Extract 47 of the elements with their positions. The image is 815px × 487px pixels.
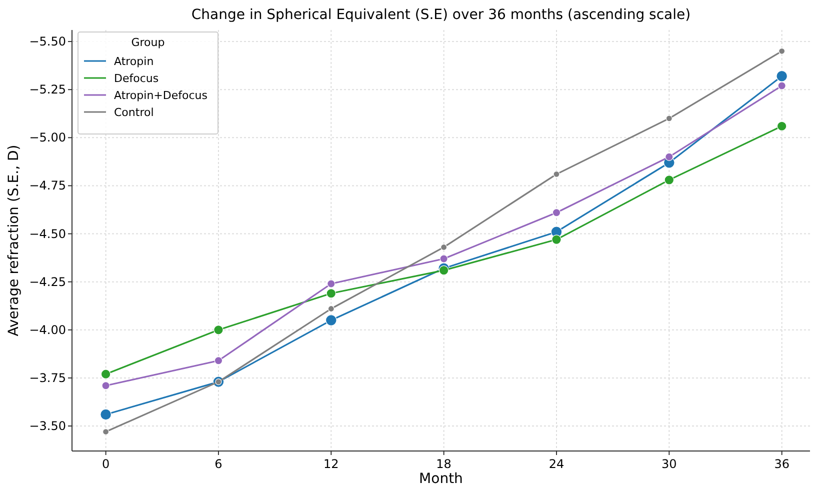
point <box>214 324 224 335</box>
x-tick-label: 24 <box>548 457 564 471</box>
point <box>776 121 787 132</box>
point <box>102 428 110 436</box>
y-tick-label: −4.50 <box>29 226 66 241</box>
x-tick-label: 30 <box>662 457 677 471</box>
legend-label: Defocus <box>114 72 159 85</box>
point <box>553 170 560 178</box>
point <box>438 265 449 276</box>
point <box>325 314 337 326</box>
y-axis-title: Average refraction (S.E., D) <box>6 144 22 336</box>
point <box>440 244 448 251</box>
point <box>664 175 674 185</box>
point <box>327 280 336 288</box>
point <box>100 408 112 420</box>
point <box>778 48 786 54</box>
y-tick-label: −4.25 <box>29 274 66 289</box>
legend-label: Control <box>114 106 154 119</box>
legend-label: Atropin+Defocus <box>114 89 208 102</box>
y-tick-label: −3.75 <box>29 370 66 385</box>
x-tick-label: 12 <box>324 457 339 471</box>
x-tick-label: 18 <box>436 457 452 471</box>
x-axis-title: Month <box>419 471 463 487</box>
legend-title: Group <box>131 36 165 49</box>
y-tick-label: −5.25 <box>29 82 66 97</box>
point <box>776 70 788 82</box>
legend-label: Atropin <box>114 55 154 68</box>
x-tick-label: 36 <box>774 457 790 471</box>
point <box>552 234 562 244</box>
x-tick-label: 0 <box>102 457 110 471</box>
point <box>666 115 672 122</box>
y-tick-label: −5.00 <box>29 130 66 145</box>
chart-title: Change in Spherical Equivalent (S.E) over 36 months (ascending scale) <box>191 7 691 23</box>
point <box>100 369 111 380</box>
point <box>214 356 223 365</box>
y-tick-label: −4.75 <box>29 178 66 193</box>
point <box>440 254 448 263</box>
point <box>326 288 336 298</box>
y-tick-label: −4.00 <box>29 322 66 337</box>
y-tick-label: −3.50 <box>29 419 66 434</box>
x-tick-label: 6 <box>214 457 222 471</box>
point <box>778 82 786 90</box>
point <box>102 382 110 390</box>
y-tick-label: −5.50 <box>29 34 66 49</box>
point <box>328 305 334 312</box>
point <box>665 152 674 161</box>
point <box>552 208 561 217</box>
